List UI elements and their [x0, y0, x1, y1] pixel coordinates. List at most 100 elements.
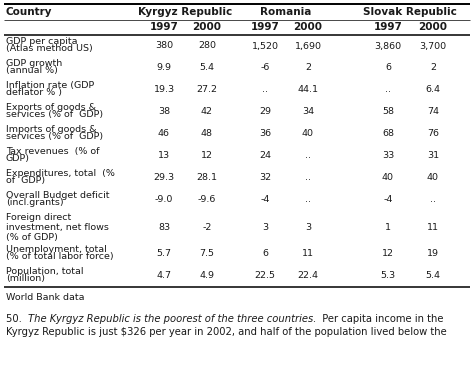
Text: Kyrgyz Republic: Kyrgyz Republic: [138, 7, 232, 17]
Text: Imports of goods &: Imports of goods &: [6, 125, 97, 134]
Text: Inflation rate (GDP: Inflation rate (GDP: [6, 81, 94, 90]
Text: 29.3: 29.3: [154, 173, 174, 183]
Text: Population, total: Population, total: [6, 267, 83, 276]
Text: 40: 40: [302, 129, 314, 138]
Text: 12: 12: [382, 250, 394, 259]
Text: ..: ..: [430, 196, 436, 205]
Text: investment, net flows: investment, net flows: [6, 223, 109, 232]
Text: (% of GDP): (% of GDP): [6, 233, 58, 242]
Text: (% of total labor force): (% of total labor force): [6, 253, 114, 262]
Text: Exports of goods &: Exports of goods &: [6, 103, 96, 112]
Text: ..: ..: [305, 173, 311, 183]
Text: of  GDP): of GDP): [6, 176, 45, 185]
Text: 29: 29: [259, 108, 271, 116]
Text: services (% of  GDP): services (% of GDP): [6, 110, 103, 119]
Text: 28.1: 28.1: [197, 173, 218, 183]
Text: 1997: 1997: [251, 22, 280, 32]
Text: 19.3: 19.3: [154, 86, 174, 94]
Text: 5.4: 5.4: [200, 64, 215, 73]
Text: 2000: 2000: [192, 22, 221, 32]
Text: 46: 46: [158, 129, 170, 138]
Text: 3,860: 3,860: [374, 42, 401, 51]
Text: -4: -4: [383, 196, 392, 205]
Text: 3: 3: [305, 222, 311, 231]
Text: 280: 280: [198, 42, 216, 51]
Text: Tax revenues  (% of: Tax revenues (% of: [6, 147, 100, 155]
Text: ..: ..: [385, 86, 391, 94]
Text: 74: 74: [427, 108, 439, 116]
Text: 7.5: 7.5: [200, 250, 215, 259]
Text: ..: ..: [305, 151, 311, 160]
Text: 76: 76: [427, 129, 439, 138]
Text: 1: 1: [385, 222, 391, 231]
Text: -9.0: -9.0: [155, 196, 173, 205]
Text: Unemployment, total: Unemployment, total: [6, 245, 107, 254]
Text: GDP): GDP): [6, 154, 30, 163]
Text: 27.2: 27.2: [197, 86, 218, 94]
Text: 50.: 50.: [6, 314, 28, 324]
Text: 3: 3: [262, 222, 268, 231]
Text: 68: 68: [382, 129, 394, 138]
Text: 40: 40: [382, 173, 394, 183]
Text: World Bank data: World Bank data: [6, 292, 84, 301]
Text: 5.3: 5.3: [381, 272, 396, 280]
Text: Per capita income in the: Per capita income in the: [317, 314, 444, 324]
Text: -4: -4: [260, 196, 270, 205]
Text: (incl.grants): (incl.grants): [6, 198, 64, 208]
Text: -9.6: -9.6: [198, 196, 216, 205]
Text: Romania: Romania: [260, 7, 312, 17]
Text: (Atlas method US): (Atlas method US): [6, 44, 93, 54]
Text: 4.9: 4.9: [200, 272, 215, 280]
Text: (annual %): (annual %): [6, 67, 58, 76]
Text: 5.4: 5.4: [426, 272, 440, 280]
Text: GDP per capita: GDP per capita: [6, 37, 78, 46]
Text: 42: 42: [201, 108, 213, 116]
Text: Kyrgyz Republic is just $326 per year in 2002, and half of the population lived : Kyrgyz Republic is just $326 per year in…: [6, 327, 447, 337]
Text: 11: 11: [427, 222, 439, 231]
Text: services (% of  GDP): services (% of GDP): [6, 132, 103, 141]
Text: 1,690: 1,690: [294, 42, 321, 51]
Text: 380: 380: [155, 42, 173, 51]
Text: 2: 2: [430, 64, 436, 73]
Text: 40: 40: [427, 173, 439, 183]
Text: Overall Budget deficit: Overall Budget deficit: [6, 191, 109, 200]
Text: 1,520: 1,520: [252, 42, 279, 51]
Text: 1997: 1997: [150, 22, 178, 32]
Text: (million): (million): [6, 275, 45, 283]
Text: 6: 6: [262, 250, 268, 259]
Text: 11: 11: [302, 250, 314, 259]
Text: 4.7: 4.7: [156, 272, 172, 280]
Text: Country: Country: [6, 7, 53, 17]
Text: 2000: 2000: [419, 22, 447, 32]
Text: GDP growth: GDP growth: [6, 59, 62, 68]
Text: 58: 58: [382, 108, 394, 116]
Text: Foreign direct: Foreign direct: [6, 213, 71, 222]
Text: 19: 19: [427, 250, 439, 259]
Text: 2: 2: [305, 64, 311, 73]
Text: ..: ..: [262, 86, 268, 94]
Text: 9.9: 9.9: [156, 64, 172, 73]
Text: 2000: 2000: [293, 22, 322, 32]
Text: 48: 48: [201, 129, 213, 138]
Text: 22.4: 22.4: [298, 272, 319, 280]
Text: -2: -2: [202, 222, 212, 231]
Text: 24: 24: [259, 151, 271, 160]
Text: Slovak Republic: Slovak Republic: [363, 7, 457, 17]
Text: 36: 36: [259, 129, 271, 138]
Text: 31: 31: [427, 151, 439, 160]
Text: 6: 6: [385, 64, 391, 73]
Text: Expenditures, total  (%: Expenditures, total (%: [6, 169, 115, 178]
Text: 1997: 1997: [374, 22, 402, 32]
Text: 34: 34: [302, 108, 314, 116]
Text: 6.4: 6.4: [426, 86, 440, 94]
Text: 83: 83: [158, 222, 170, 231]
Text: The Kyrgyz Republic is the poorest of the three countries.: The Kyrgyz Republic is the poorest of th…: [28, 314, 317, 324]
Text: 22.5: 22.5: [255, 272, 275, 280]
Text: 5.7: 5.7: [156, 250, 172, 259]
Text: 33: 33: [382, 151, 394, 160]
Text: 44.1: 44.1: [298, 86, 319, 94]
Text: -6: -6: [260, 64, 270, 73]
Text: ..: ..: [305, 196, 311, 205]
Text: 12: 12: [201, 151, 213, 160]
Text: 38: 38: [158, 108, 170, 116]
